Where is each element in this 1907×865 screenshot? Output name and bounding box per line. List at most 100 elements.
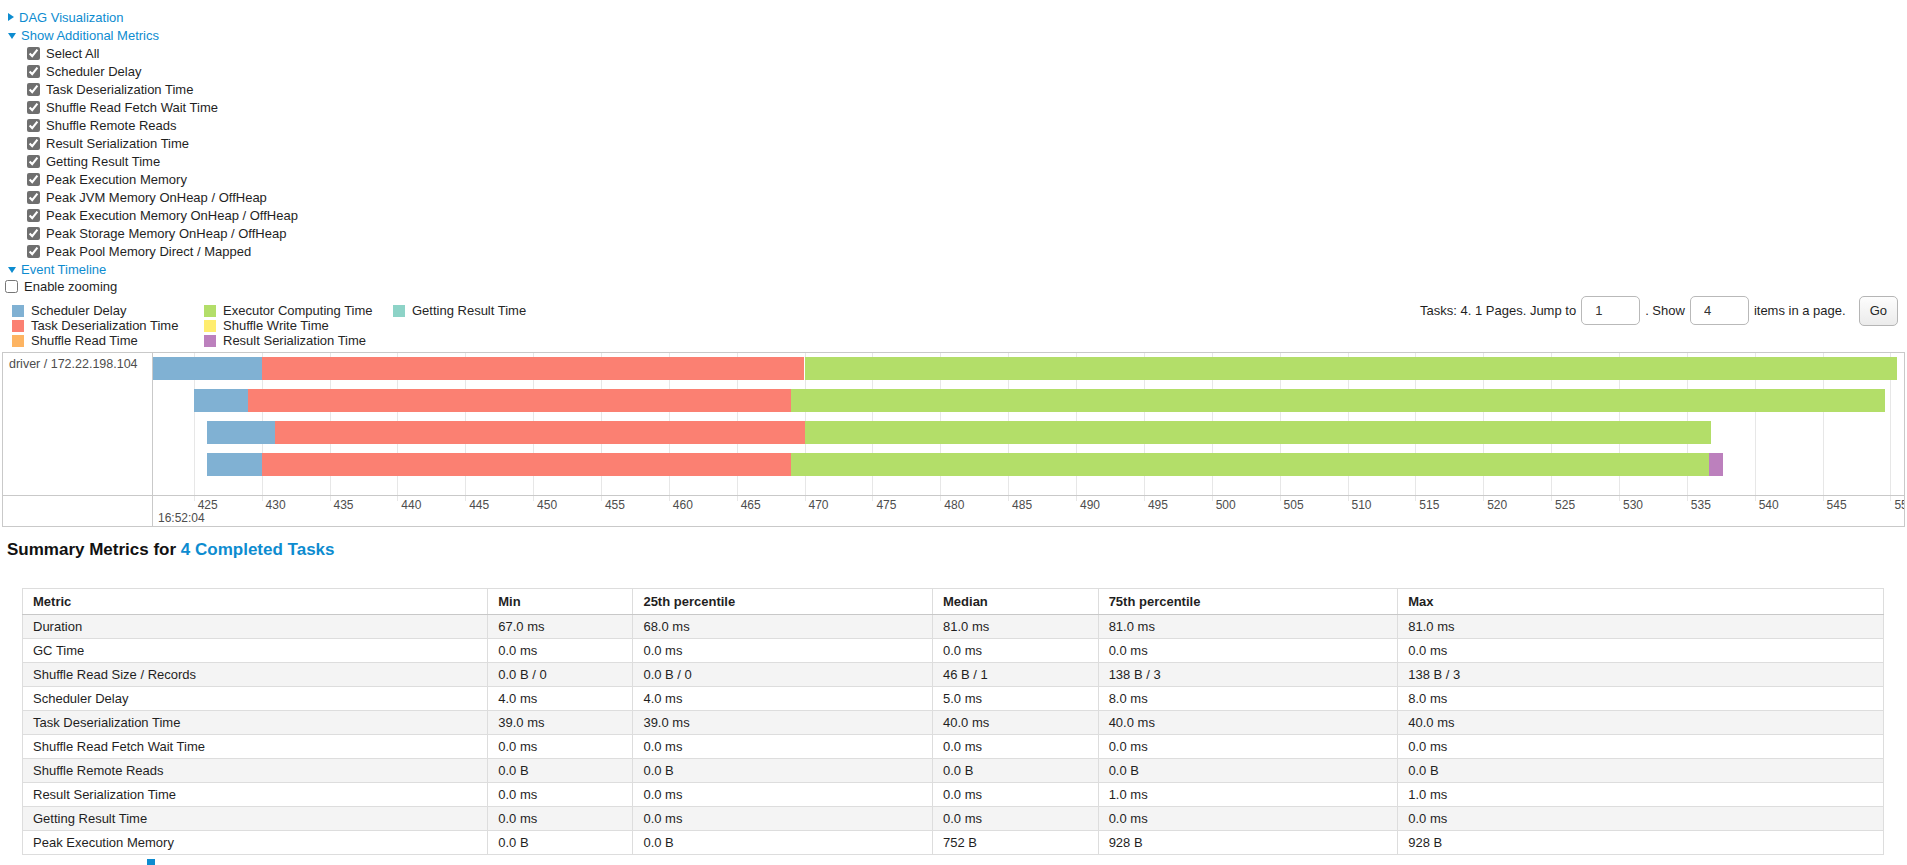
axis-tick-label: 430 bbox=[266, 498, 286, 512]
collapsed-arrow-icon bbox=[8, 13, 14, 21]
metric-name-cell: Scheduler Delay bbox=[23, 687, 488, 711]
task-pagination: Tasks: 4. 1 Pages. Jump to . Show items … bbox=[1415, 295, 1898, 326]
enable-zooming-row: Enable zooming bbox=[5, 278, 298, 294]
dag-visualization-link[interactable]: DAG Visualization bbox=[19, 10, 124, 25]
checkbox-label: Task Deserialization Time bbox=[46, 82, 193, 97]
checkbox-select-all[interactable] bbox=[27, 47, 40, 60]
task-3-result-serialization-bar[interactable] bbox=[1709, 453, 1724, 476]
checkbox-task-deserialization-time[interactable] bbox=[27, 83, 40, 96]
metric-value-cell: 0.0 ms bbox=[633, 639, 933, 663]
metric-value-cell: 40.0 ms bbox=[1098, 711, 1398, 735]
metric-name-cell: Shuffle Read Size / Records bbox=[23, 663, 488, 687]
task-3-task-deserialization-bar[interactable] bbox=[262, 453, 791, 476]
metric-name-cell: Duration bbox=[23, 615, 488, 639]
metric-value-cell: 0.0 B / 0 bbox=[488, 663, 633, 687]
task-0-task-deserialization-bar[interactable] bbox=[262, 357, 805, 380]
task-0-executor-computing-bar[interactable] bbox=[805, 357, 1898, 380]
task-0-scheduler-delay-bar[interactable] bbox=[153, 357, 262, 380]
metric-value-cell: 8.0 ms bbox=[1398, 687, 1884, 711]
legend-label: Getting Result Time bbox=[412, 303, 526, 318]
metric-checkbox-row-peak-pool-memory-direct-mapped: Peak Pool Memory Direct / Mapped bbox=[27, 242, 298, 260]
legend-item-scheduler-delay: Scheduler Delay bbox=[12, 303, 178, 318]
task-3-executor-computing-bar[interactable] bbox=[791, 453, 1709, 476]
metric-value-cell: 0.0 B bbox=[1398, 759, 1884, 783]
checkbox-peak-execution-memory[interactable] bbox=[27, 173, 40, 186]
metric-value-cell: 0.0 B bbox=[488, 831, 633, 855]
legend-item-shuffle-write-time: Shuffle Write Time bbox=[204, 318, 373, 333]
task-2-executor-computing-bar[interactable] bbox=[805, 421, 1712, 444]
checkbox-peak-pool-memory-direct-mapped[interactable] bbox=[27, 245, 40, 258]
enable-zooming-checkbox[interactable] bbox=[5, 280, 18, 293]
metric-value-cell: 0.0 ms bbox=[1098, 735, 1398, 759]
axis-tick-label: 495 bbox=[1148, 498, 1168, 512]
task-2-scheduler-delay-bar[interactable] bbox=[207, 421, 275, 444]
metric-value-cell: 39.0 ms bbox=[633, 711, 933, 735]
metric-value-cell: 0.0 B bbox=[933, 759, 1099, 783]
table-row-shuffle-read-fetch-wait-time: Shuffle Read Fetch Wait Time0.0 ms0.0 ms… bbox=[23, 735, 1884, 759]
checkbox-peak-jvm-memory-onheap-offheap[interactable] bbox=[27, 191, 40, 204]
checkbox-label: Peak Pool Memory Direct / Mapped bbox=[46, 244, 251, 259]
go-button[interactable]: Go bbox=[1859, 296, 1898, 326]
table-row-task-deserialization-time: Task Deserialization Time39.0 ms39.0 ms4… bbox=[23, 711, 1884, 735]
metric-name-cell: Shuffle Remote Reads bbox=[23, 759, 488, 783]
axis-tick-label: 425 bbox=[198, 498, 218, 512]
pagination-suffix-text: items in a page. bbox=[1754, 303, 1846, 318]
result_serialization-swatch-icon bbox=[204, 335, 216, 347]
metric-value-cell: 0.0 B bbox=[633, 759, 933, 783]
legend-label: Shuffle Write Time bbox=[223, 318, 329, 333]
checkbox-shuffle-remote-reads[interactable] bbox=[27, 119, 40, 132]
metrics-checkbox-list: Select AllScheduler DelayTask Deserializ… bbox=[27, 44, 298, 260]
items-per-page-input[interactable] bbox=[1690, 296, 1749, 325]
axis-major-time-label: 16:52:04 bbox=[158, 511, 205, 525]
task-1-task-deserialization-bar[interactable] bbox=[248, 389, 791, 412]
axis-separator-line bbox=[3, 495, 1904, 496]
metric-value-cell: 0.0 B bbox=[488, 759, 633, 783]
checkbox-label: Peak Execution Memory bbox=[46, 172, 187, 187]
dag-visualization-toggle[interactable]: DAG Visualization bbox=[8, 8, 298, 26]
checkbox-getting-result-time[interactable] bbox=[27, 155, 40, 168]
collapsible-panel: DAG Visualization Show Additional Metric… bbox=[8, 8, 298, 294]
timeline-plot-area: 16:52:04 4254304354404454504554604654704… bbox=[153, 353, 1904, 526]
metric-value-cell: 5.0 ms bbox=[933, 687, 1099, 711]
legend-column: Scheduler DelayTask Deserialization Time… bbox=[12, 303, 178, 348]
column-header-min: Min bbox=[488, 589, 633, 615]
metric-value-cell: 0.0 ms bbox=[488, 783, 633, 807]
metric-value-cell: 4.0 ms bbox=[488, 687, 633, 711]
metric-value-cell: 0.0 ms bbox=[633, 783, 933, 807]
table-row-shuffle-read-size-records: Shuffle Read Size / Records0.0 B / 00.0 … bbox=[23, 663, 1884, 687]
checkbox-result-serialization-time[interactable] bbox=[27, 137, 40, 150]
checkbox-shuffle-read-fetch-wait-time[interactable] bbox=[27, 101, 40, 114]
axis-tick-label: 500 bbox=[1216, 498, 1236, 512]
column-header-max: Max bbox=[1398, 589, 1884, 615]
checkbox-label: Select All bbox=[46, 46, 99, 61]
metric-value-cell: 0.0 ms bbox=[933, 735, 1099, 759]
completed-tasks-link[interactable]: 4 Completed Tasks bbox=[181, 540, 335, 559]
checkbox-label: Result Serialization Time bbox=[46, 136, 189, 151]
event-timeline-toggle[interactable]: Event Timeline bbox=[8, 260, 298, 278]
axis-tick-label: 545 bbox=[1827, 498, 1847, 512]
metric-checkbox-row-select-all: Select All bbox=[27, 44, 298, 62]
pagination-prefix-text: Tasks: 4. 1 Pages. Jump to bbox=[1420, 303, 1576, 318]
checkbox-peak-execution-memory-onheap-offheap[interactable] bbox=[27, 209, 40, 222]
event-timeline-link[interactable]: Event Timeline bbox=[21, 262, 106, 277]
task-2-task-deserialization-bar[interactable] bbox=[275, 421, 804, 444]
table-row-result-serialization-time: Result Serialization Time0.0 ms0.0 ms0.0… bbox=[23, 783, 1884, 807]
task-3-scheduler-delay-bar[interactable] bbox=[207, 453, 261, 476]
jump-to-page-input[interactable] bbox=[1581, 296, 1640, 325]
executor_computing-swatch-icon bbox=[204, 305, 216, 317]
metric-value-cell: 0.0 ms bbox=[488, 807, 633, 831]
show-additional-metrics-toggle[interactable]: Show Additional Metrics bbox=[8, 26, 298, 44]
checkbox-peak-storage-memory-onheap-offheap[interactable] bbox=[27, 227, 40, 240]
task-1-executor-computing-bar[interactable] bbox=[791, 389, 1885, 412]
checkbox-scheduler-delay[interactable] bbox=[27, 65, 40, 78]
metric-value-cell: 0.0 ms bbox=[1098, 807, 1398, 831]
getting_result-swatch-icon bbox=[393, 305, 405, 317]
axis-tick-label: 435 bbox=[334, 498, 354, 512]
task-1-scheduler-delay-bar[interactable] bbox=[194, 389, 248, 412]
show-additional-metrics-link[interactable]: Show Additional Metrics bbox=[21, 28, 159, 43]
metric-value-cell: 0.0 ms bbox=[1398, 807, 1884, 831]
axis-tick-label: 530 bbox=[1623, 498, 1643, 512]
clipped-next-section bbox=[147, 859, 155, 865]
axis-tick-label: 540 bbox=[1759, 498, 1779, 512]
legend-item-getting-result-time: Getting Result Time bbox=[393, 303, 526, 318]
